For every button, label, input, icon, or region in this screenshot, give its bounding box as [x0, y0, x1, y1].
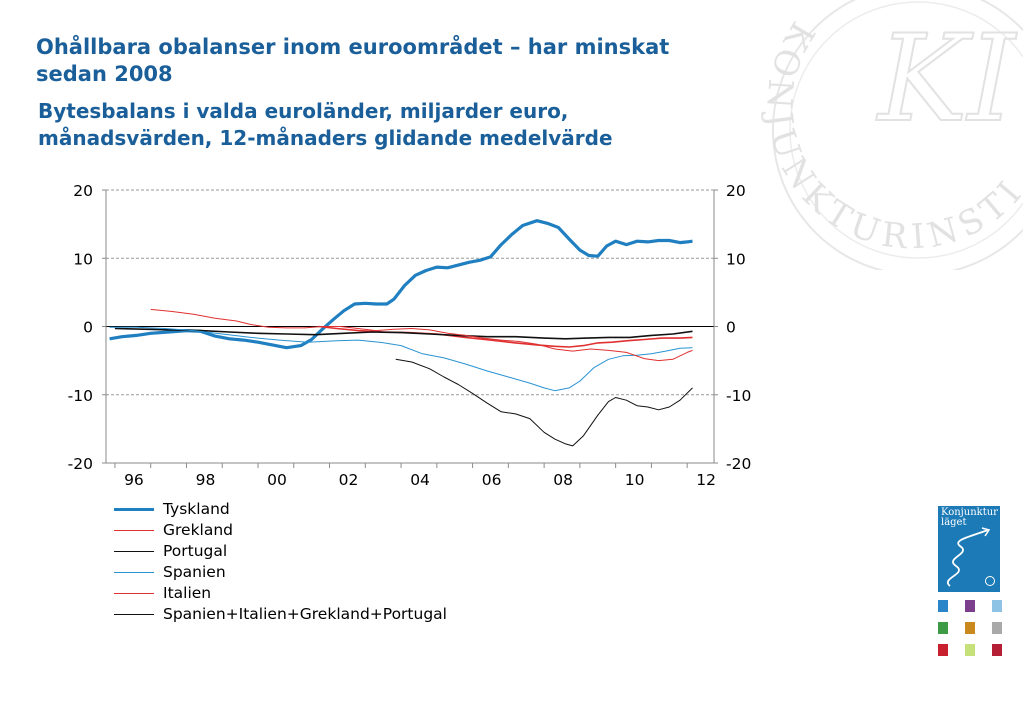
legend-label: Spanien+Italien+Grekland+Portugal: [163, 605, 447, 623]
legend-swatch: [114, 572, 154, 573]
y-tick-label-right: 10: [726, 250, 746, 268]
report-thumbnail: [965, 622, 975, 634]
report-thumbnail: [992, 644, 1002, 656]
series-line-portugal: [114, 327, 693, 340]
series-line-spanien: [109, 326, 693, 392]
watermark-monogram: KI: [876, 10, 1018, 149]
legend-item: Tyskland: [114, 499, 447, 520]
x-tick-label: 10: [625, 471, 645, 489]
report-thumbnail: [992, 600, 1002, 612]
y-tick-label-right: 20: [726, 182, 746, 200]
legend-item: Grekland: [114, 520, 447, 541]
y-tick-label: 0: [83, 319, 93, 337]
chart-legend: Tyskland Grekland Portugal Spanien Italien Sp…: [114, 499, 447, 625]
slide-title: Ohållbara obalanser inom euroområdet – h…: [36, 35, 670, 86]
legend-swatch: [114, 530, 154, 531]
legend-label: Spanien: [163, 563, 226, 581]
report-thumbnail: [965, 644, 975, 656]
y-tick-label-right: 0: [726, 319, 736, 337]
chart-series: [109, 219, 693, 447]
series-line-italien: [150, 308, 693, 362]
report-thumbnail: [938, 600, 948, 612]
y-tick-label: -10: [68, 387, 93, 405]
x-tick-label: 08: [553, 471, 573, 489]
x-tick-label: 98: [196, 471, 216, 489]
legend-label: Grekland: [163, 521, 234, 539]
legend-swatch: [114, 551, 154, 552]
legend-item: Portugal: [114, 541, 447, 562]
report-thumbnail: [965, 600, 975, 612]
y-tick-label-right: -20: [726, 455, 751, 473]
x-tick-label: 02: [339, 471, 359, 489]
series-line-tyskland: [109, 219, 693, 350]
chart-grid: [106, 189, 714, 396]
series-line-spanien-italien-grekland-portugal: [395, 358, 693, 447]
report-thumbnail: [992, 622, 1002, 634]
report-thumbnail: [938, 622, 948, 634]
x-tick-label: 00: [267, 471, 287, 489]
x-tick-label: 12: [696, 471, 716, 489]
x-tick-label: 04: [410, 471, 430, 489]
report-thumbnail: [938, 644, 948, 656]
legend-label: Portugal: [163, 542, 228, 560]
y-tick-label: 20: [73, 182, 93, 200]
x-tick-label: 96: [124, 471, 144, 489]
report-cover-title: Konjunktur läget: [941, 507, 998, 528]
legend-item: Spanien: [114, 562, 447, 583]
legend-swatch: [114, 593, 154, 594]
legend-item: Spanien+Italien+Grekland+Portugal: [114, 604, 447, 625]
x-tick-label: 06: [482, 471, 502, 489]
konjunkturlaget-report-cover: Konjunktur läget: [938, 506, 1000, 592]
y-tick-label: 10: [73, 250, 93, 268]
slide-subtitle: Bytesbalans i valda euroländer, miljarde…: [38, 99, 613, 150]
chart-axes: [102, 189, 718, 468]
legend-swatch: [114, 614, 154, 615]
y-tick-label: -20: [68, 455, 93, 473]
report-cover-swirl-icon: [946, 527, 995, 587]
legend-label: Tyskland: [163, 500, 230, 518]
legend-swatch: [114, 508, 154, 511]
legend-item: Italien: [114, 583, 447, 604]
legend-label: Italien: [163, 584, 212, 602]
ki-watermark-seal: KONJUNKTURINSTITUTET KI: [748, 0, 1023, 270]
y-tick-label-right: -10: [726, 387, 751, 405]
